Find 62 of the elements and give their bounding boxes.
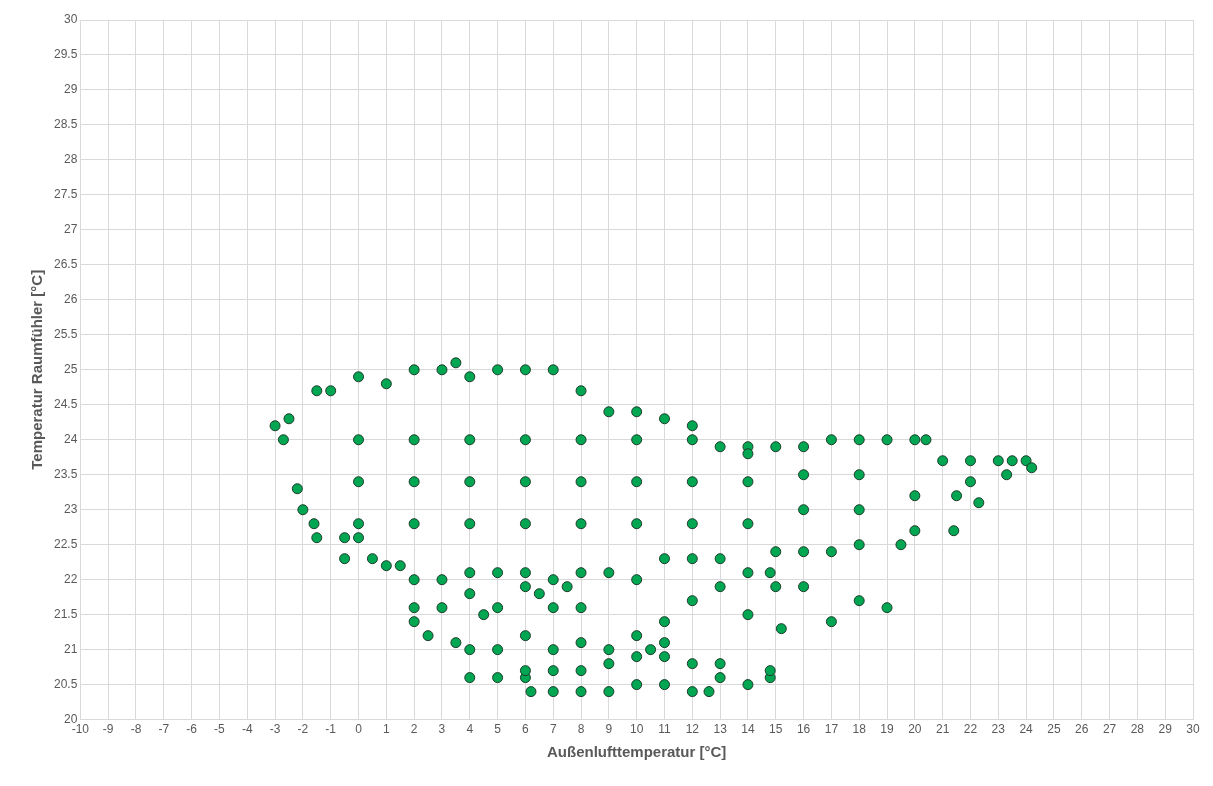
y-tick-label: 27.5 bbox=[54, 187, 78, 202]
y-tick-label: 29.5 bbox=[54, 47, 78, 62]
x-tick-label: 0 bbox=[355, 722, 363, 737]
x-tick-label: 3 bbox=[438, 722, 446, 737]
x-tick-label: -5 bbox=[214, 722, 226, 737]
y-tick-label: 30 bbox=[64, 12, 78, 27]
x-tick-label: 14 bbox=[741, 722, 755, 737]
y-tick-label: 28.5 bbox=[54, 117, 78, 132]
y-tick-label: 22 bbox=[64, 571, 78, 586]
x-tick-label: 11 bbox=[658, 722, 672, 737]
x-tick-label: 5 bbox=[494, 722, 502, 737]
x-tick-label: -8 bbox=[130, 722, 142, 737]
x-tick-label: 6 bbox=[522, 722, 530, 737]
x-tick-label: 17 bbox=[824, 722, 839, 737]
x-tick-label: 13 bbox=[713, 722, 728, 737]
x-tick-label: 25 bbox=[1047, 722, 1061, 737]
x-tick-label: -9 bbox=[102, 722, 114, 737]
x-tick-label: 19 bbox=[880, 722, 895, 737]
x-tick-label: 27 bbox=[1102, 722, 1117, 737]
x-tick-label: 21 bbox=[935, 722, 950, 737]
x-tick-label: 29 bbox=[1158, 722, 1173, 737]
x-tick-label: 18 bbox=[852, 722, 867, 737]
x-tick-label: 26 bbox=[1075, 722, 1089, 737]
x-axis-title: Außenlufttemperatur [°C] bbox=[547, 743, 727, 761]
y-tick-label: 26 bbox=[64, 292, 78, 307]
x-tick-label: 1 bbox=[382, 722, 390, 737]
x-tick-label: 24 bbox=[1019, 722, 1034, 737]
y-tick-label: 24 bbox=[64, 432, 78, 447]
x-tick-label: -6 bbox=[186, 722, 198, 737]
x-tick-label: 8 bbox=[577, 722, 585, 737]
x-tick-label: 16 bbox=[796, 722, 811, 737]
y-tick-label: 23 bbox=[64, 502, 78, 517]
y-tick-label: 25.5 bbox=[54, 327, 78, 342]
x-tick-label: -2 bbox=[297, 722, 309, 737]
y-tick-label: 21.5 bbox=[54, 606, 78, 621]
y-tick-label: 28 bbox=[64, 152, 78, 167]
x-tick-label: -7 bbox=[158, 722, 170, 737]
y-tick-label: 29 bbox=[64, 82, 78, 97]
x-tick-label: 12 bbox=[685, 722, 700, 737]
x-tick-label: 20 bbox=[908, 722, 922, 737]
x-tick-label: 28 bbox=[1130, 722, 1145, 737]
y-tick-label: 22.5 bbox=[54, 537, 78, 552]
y-tick-label: 24.5 bbox=[54, 397, 78, 412]
x-tick-label: 30 bbox=[1186, 722, 1200, 737]
x-tick-label: 4 bbox=[466, 722, 474, 737]
x-tick-label: 15 bbox=[769, 722, 783, 737]
x-tick-label: 9 bbox=[605, 722, 613, 737]
x-tick-label: 7 bbox=[549, 722, 557, 737]
x-tick-label: -1 bbox=[325, 722, 337, 737]
y-tick-label: 27 bbox=[64, 222, 78, 237]
x-tick-label: -3 bbox=[269, 722, 281, 737]
y-axis-title: Temperatur Raumfühler [°C] bbox=[28, 269, 46, 470]
y-tick-label: 25 bbox=[64, 362, 78, 377]
y-tick-label: 23.5 bbox=[54, 467, 78, 482]
x-tick-label: 23 bbox=[991, 722, 1006, 737]
y-tick-label: 20.5 bbox=[54, 676, 78, 691]
x-tick-label: 22 bbox=[963, 722, 978, 737]
x-tick-label: -4 bbox=[241, 722, 253, 737]
y-tick-label: 26.5 bbox=[54, 257, 78, 272]
x-tick-label: 10 bbox=[630, 722, 644, 737]
y-tick-label: 21 bbox=[64, 641, 78, 656]
x-tick-label: 2 bbox=[410, 722, 418, 737]
